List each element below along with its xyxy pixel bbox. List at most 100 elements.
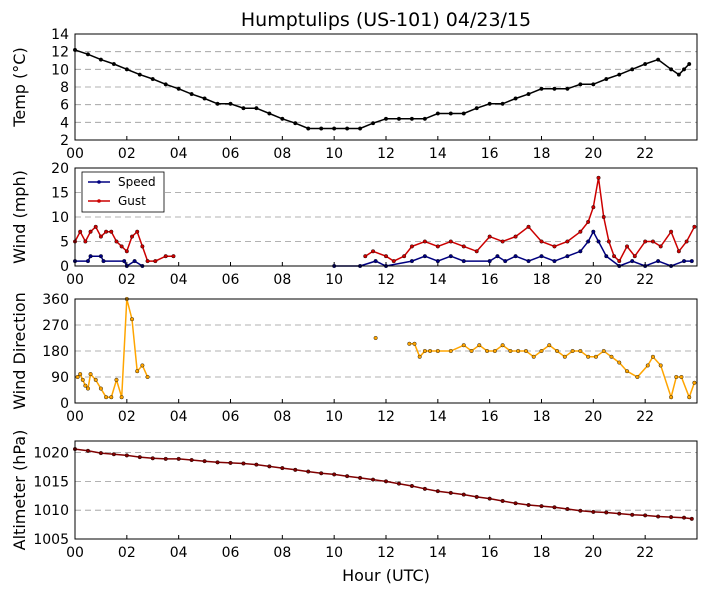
data-point (526, 259, 531, 264)
data-point (461, 111, 466, 116)
data-point (153, 259, 158, 264)
data-point (422, 486, 427, 491)
data-point (669, 67, 674, 72)
x-tick-label: 12 (377, 545, 395, 561)
data-point (306, 126, 311, 131)
data-point (625, 369, 630, 374)
data-point (552, 244, 557, 249)
data-point (435, 111, 440, 116)
x-tick-label: 10 (325, 409, 343, 425)
data-point (98, 451, 103, 456)
x-tick-label: 10 (325, 272, 343, 288)
data-point (617, 360, 622, 365)
data-point (596, 239, 601, 244)
data-point (137, 72, 142, 77)
data-point (163, 82, 168, 87)
data-point (104, 395, 109, 400)
data-point (643, 513, 648, 518)
data-point (124, 453, 129, 458)
x-tick-label: 04 (170, 272, 188, 288)
data-point (358, 126, 363, 131)
data-point (523, 349, 528, 354)
data-point (145, 375, 150, 380)
x-tick-label: 22 (636, 409, 654, 425)
data-point (150, 77, 155, 82)
x-tick-label: 00 (66, 272, 84, 288)
data-point (539, 504, 544, 509)
data-point (565, 86, 570, 91)
y-axis-label: Wind Direction (10, 292, 29, 410)
data-point (363, 254, 368, 259)
data-point (487, 259, 492, 264)
legend-label: Speed (118, 175, 156, 189)
x-tick-label: 08 (273, 272, 291, 288)
axes-frame (74, 298, 698, 404)
data-point (140, 244, 145, 249)
data-point (176, 456, 181, 461)
data-point (396, 116, 401, 121)
data-point (513, 96, 518, 101)
data-point (650, 354, 655, 359)
x-tick-label: 00 (66, 545, 84, 561)
data-point (409, 259, 414, 264)
data-point (409, 483, 414, 488)
figure-title: Humptulips (US-101) 04/23/15 (241, 9, 531, 31)
data-point (140, 363, 145, 368)
x-tick-label: 02 (118, 146, 136, 162)
data-point (586, 239, 591, 244)
data-point (396, 481, 401, 486)
data-point (539, 349, 544, 354)
data-point (306, 469, 311, 474)
y-tick-label: 0 (60, 259, 69, 275)
data-point (202, 459, 207, 464)
data-point (98, 57, 103, 62)
y-tick-label: 6 (60, 98, 69, 114)
data-point (500, 101, 505, 106)
data-point (630, 259, 635, 264)
data-point (293, 121, 298, 126)
data-point (500, 343, 505, 348)
data-point (682, 67, 687, 72)
data-point (83, 239, 88, 244)
x-tick-label: 12 (377, 146, 395, 162)
x-tick-label: 06 (222, 545, 240, 561)
x-tick-label: 00 (66, 409, 84, 425)
data-point (669, 229, 674, 234)
series-line-2 (77, 298, 149, 398)
data-point (98, 254, 103, 259)
panel-2: 0 90 180 270 360 00 02 04 06 08 10 12 14 16 18 20 22 Wind… (10, 292, 698, 425)
data-point (85, 448, 90, 453)
data-point (516, 349, 521, 354)
data-point (293, 467, 298, 472)
legend-marker (97, 180, 101, 184)
data-point (650, 239, 655, 244)
panel-3: 1005 1010 1015 1020 00 02 04 06 08 10 12 14 16 18 20 22… (10, 430, 698, 561)
data-point (612, 254, 617, 259)
data-point (130, 317, 135, 322)
data-point (596, 175, 601, 180)
data-point (150, 456, 155, 461)
data-point (487, 496, 492, 501)
data-point (98, 386, 103, 391)
x-tick-label: 22 (636, 545, 654, 561)
data-point (371, 477, 376, 482)
data-point (474, 249, 479, 254)
data-point (358, 475, 363, 480)
data-point (319, 126, 324, 131)
data-point (384, 479, 389, 484)
x-tick-label: 10 (325, 146, 343, 162)
data-point (526, 502, 531, 507)
data-point (435, 489, 440, 494)
data-point (114, 377, 119, 382)
x-tick-label: 14 (429, 146, 447, 162)
data-point (593, 354, 598, 359)
data-point (189, 458, 194, 463)
data-point (228, 460, 233, 465)
data-point (604, 254, 609, 259)
data-point (503, 259, 508, 264)
data-point (280, 466, 285, 471)
data-point (267, 111, 272, 116)
series-line-Gust (364, 177, 696, 263)
x-tick-label: 08 (273, 409, 291, 425)
